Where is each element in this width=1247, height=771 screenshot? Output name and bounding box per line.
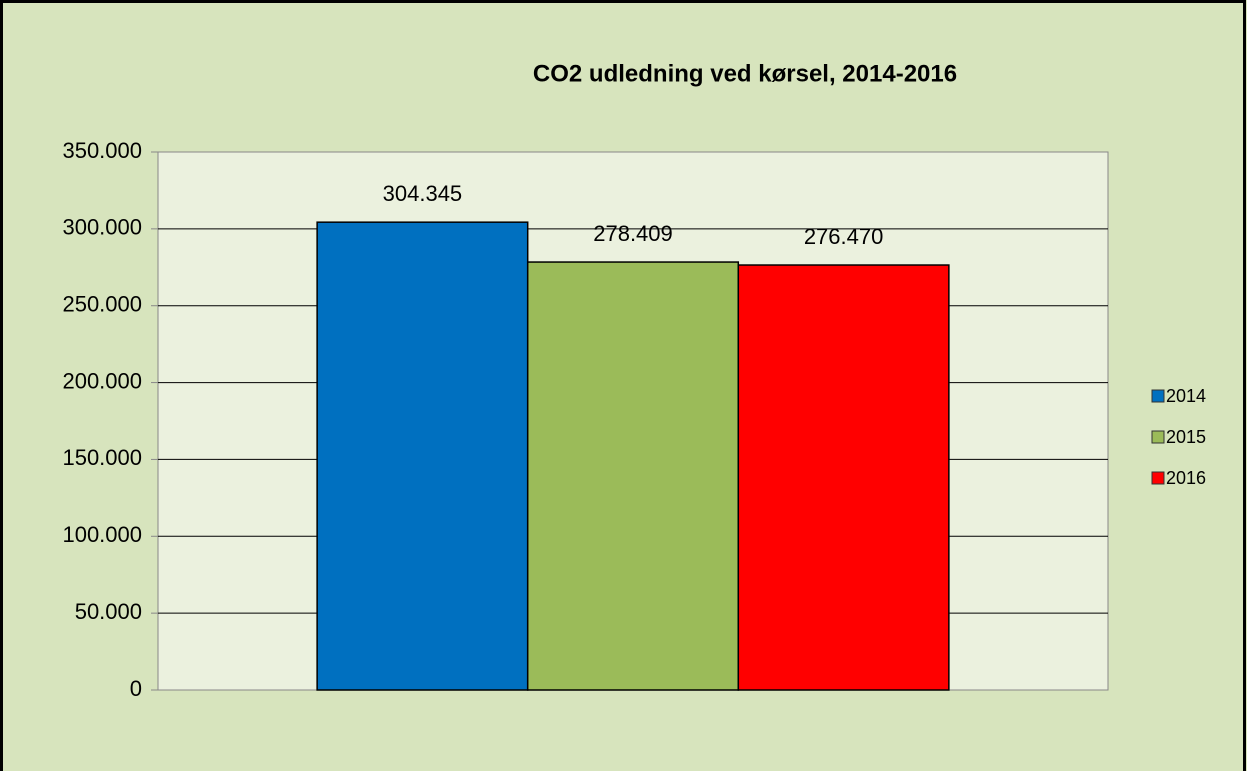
chart-title: CO2 udledning ved kørsel, 2014-2016 xyxy=(533,60,957,87)
legend-swatch xyxy=(1151,430,1165,444)
y-tick-label: 150.000 xyxy=(62,445,142,470)
bar xyxy=(316,221,529,691)
y-tick-label: 100.000 xyxy=(62,522,142,547)
data-label: 276.470 xyxy=(804,224,884,249)
legend-label: 2016 xyxy=(1166,468,1206,488)
legend-label: 2015 xyxy=(1166,427,1206,447)
y-tick-label: 300.000 xyxy=(62,215,142,240)
data-label: 304.345 xyxy=(383,181,463,206)
legend-swatch xyxy=(1151,471,1165,485)
y-tick-label: 50.000 xyxy=(75,599,142,624)
y-tick-label: 0 xyxy=(130,676,142,701)
y-tick-label: 200.000 xyxy=(62,368,142,393)
bar xyxy=(526,261,740,691)
y-tick-label: 350.000 xyxy=(62,138,142,163)
y-tick-label: 250.000 xyxy=(62,292,142,317)
data-label: 278.409 xyxy=(593,221,673,246)
legend-label: 2014 xyxy=(1166,386,1206,406)
bar xyxy=(737,264,950,691)
legend-swatch xyxy=(1151,389,1165,403)
